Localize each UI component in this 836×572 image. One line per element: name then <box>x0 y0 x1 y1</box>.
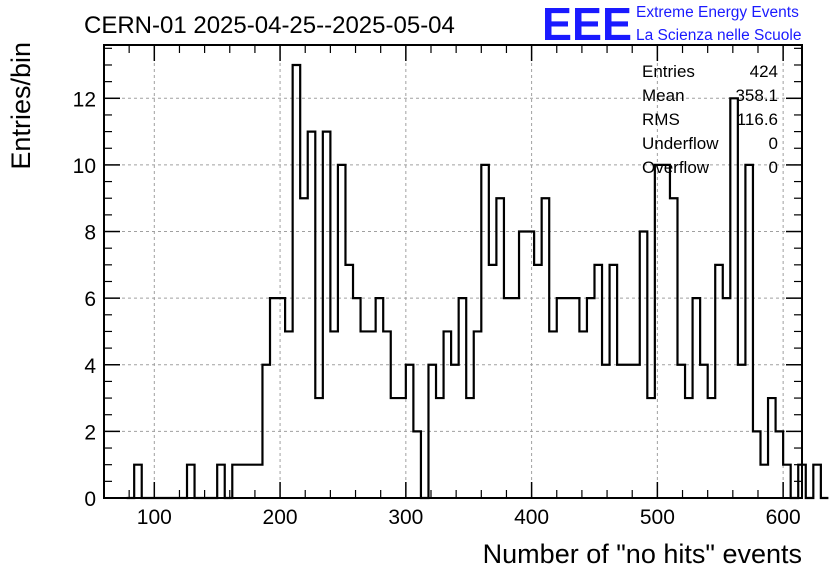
x-tick-label-300: 300 <box>388 506 423 529</box>
y-axis-title: Entries/bin <box>6 42 36 170</box>
stats-label-rms: RMS <box>642 110 680 129</box>
axis-ticks: 100 200 300 400 500 600 0 2 4 6 8 10 12 <box>73 45 802 529</box>
y-tick-label-8: 8 <box>84 222 96 245</box>
y-tick-label-10: 10 <box>73 155 96 178</box>
x-axis-title: Number of "no hits" events <box>483 539 802 569</box>
eee-logo: EEE Extreme Energy Events La Scienza nel… <box>542 0 801 50</box>
stats-value-mean: 358.1 <box>735 86 778 105</box>
stats-label-underflow: Underflow <box>642 134 719 153</box>
stats-value-entries: 424 <box>750 62 778 81</box>
histogram-series <box>126 63 829 500</box>
y-tick-label-0: 0 <box>84 488 96 511</box>
x-tick-label-400: 400 <box>514 506 549 529</box>
stats-value-overflow: 0 <box>769 158 778 177</box>
y-tick-label-4: 4 <box>84 355 96 378</box>
eee-logo-line2: La Scienza nelle Scuole <box>636 27 801 44</box>
eee-logo-line1: Extreme Energy Events <box>636 4 799 21</box>
stats-label-entries: Entries <box>642 62 695 81</box>
y-tick-label-12: 12 <box>73 88 96 111</box>
x-tick-label-600: 600 <box>766 506 801 529</box>
stats-label-overflow: Overflow <box>642 158 710 177</box>
x-tick-label-100: 100 <box>137 506 172 529</box>
grid-lines <box>104 45 802 498</box>
stats-value-rms: 116.6 <box>737 110 778 129</box>
chart-title: CERN-01 2025-04-25--2025-05-04 <box>84 12 455 39</box>
stats-box: Entries 424 Mean 358.1 RMS 116.6 Underflow 0 Ove… <box>642 62 778 177</box>
y-tick-label-6: 6 <box>84 288 96 311</box>
eee-logo-mark: EEE <box>542 0 632 50</box>
stats-value-underflow: 0 <box>769 134 778 153</box>
x-tick-label-500: 500 <box>640 506 675 529</box>
x-tick-label-200: 200 <box>263 506 298 529</box>
plot-frame <box>103 44 803 499</box>
stats-label-mean: Mean <box>642 86 685 105</box>
y-tick-label-2: 2 <box>84 421 96 444</box>
